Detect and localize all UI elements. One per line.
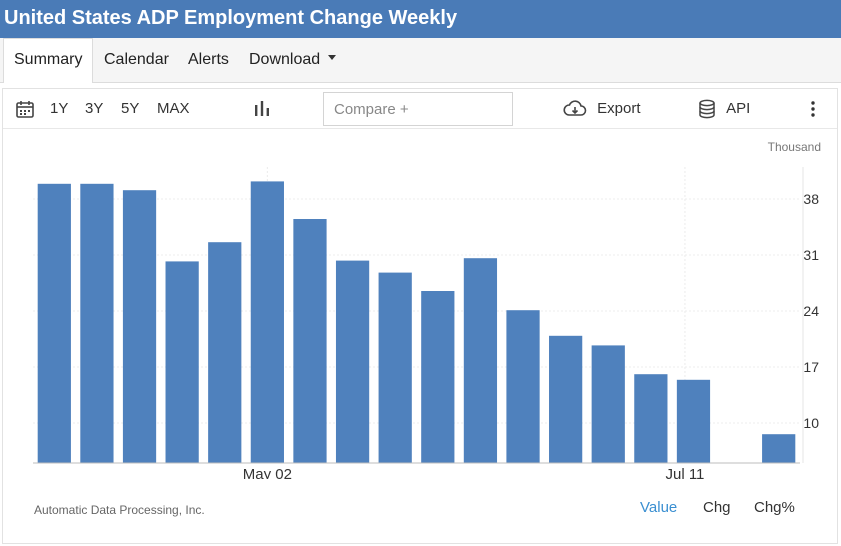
title-bar: United States ADP Employment Change Week…	[0, 0, 841, 38]
chg-percent-tab[interactable]: Chg%	[754, 499, 795, 516]
compare-input[interactable]	[323, 92, 513, 126]
export-label: Export	[597, 100, 641, 117]
y-tick-label: 10	[803, 415, 819, 431]
range-max-button[interactable]: MAX	[157, 100, 190, 117]
bar[interactable]	[165, 261, 199, 463]
range-3y-button[interactable]: 3Y	[85, 100, 104, 117]
source-label: Automatic Data Processing, Inc.	[34, 503, 205, 517]
more-vertical-icon[interactable]	[807, 89, 819, 129]
bar[interactable]	[506, 310, 540, 463]
bar[interactable]	[591, 345, 625, 463]
y-tick-label: 38	[803, 191, 819, 207]
bar[interactable]	[80, 183, 114, 464]
api-label: API	[726, 100, 751, 117]
chart-toolbar: 1Y 3Y 5Y MAX Export	[3, 89, 837, 129]
bar[interactable]	[37, 183, 71, 464]
bar-chart: 10 17 24 31 38 May 02 Jul 11	[33, 167, 819, 479]
bar[interactable]	[250, 181, 284, 463]
bar[interactable]	[634, 374, 668, 463]
bar[interactable]	[335, 260, 370, 463]
bar[interactable]	[208, 242, 242, 463]
bar[interactable]	[549, 335, 583, 463]
database-icon	[699, 99, 715, 119]
unit-label: Thousand	[767, 140, 821, 154]
bar[interactable]	[293, 219, 327, 463]
y-tick-label: 17	[803, 359, 819, 375]
tab-calendar[interactable]: Calendar	[104, 51, 169, 68]
api-button[interactable]: API	[698, 89, 750, 129]
x-tick-label: Jul 11	[665, 466, 704, 479]
tab-summary[interactable]: Summary	[3, 38, 94, 83]
tab-download-label: Download	[249, 51, 321, 68]
chart-panel: 1Y 3Y 5Y MAX Export	[2, 88, 838, 544]
range-5y-button[interactable]: 5Y	[121, 100, 140, 117]
bar-chart-icon[interactable]	[253, 89, 271, 129]
y-tick-label: 31	[803, 247, 819, 263]
chevron-down-icon	[328, 55, 337, 61]
tab-alerts[interactable]: Alerts	[188, 51, 229, 68]
export-button[interactable]: Export	[563, 89, 641, 129]
range-1y-button[interactable]: 1Y	[50, 100, 69, 117]
page-title: United States ADP Employment Change Week…	[4, 7, 458, 29]
bar[interactable]	[676, 379, 711, 463]
calendar-icon[interactable]	[15, 89, 35, 129]
x-tick-label: May 02	[243, 466, 292, 479]
bar[interactable]	[463, 258, 498, 463]
nav-bar: Summary Calendar Alerts Download	[0, 38, 841, 83]
bar[interactable]	[421, 291, 455, 463]
value-tab[interactable]: Value	[640, 499, 678, 516]
y-tick-label: 24	[803, 303, 819, 319]
bar[interactable]	[762, 434, 796, 463]
tab-download[interactable]: Download	[249, 38, 337, 82]
chg-tab[interactable]: Chg	[703, 499, 731, 516]
bar[interactable]	[122, 190, 157, 463]
cloud-download-icon	[563, 100, 587, 116]
bar[interactable]	[378, 272, 412, 463]
